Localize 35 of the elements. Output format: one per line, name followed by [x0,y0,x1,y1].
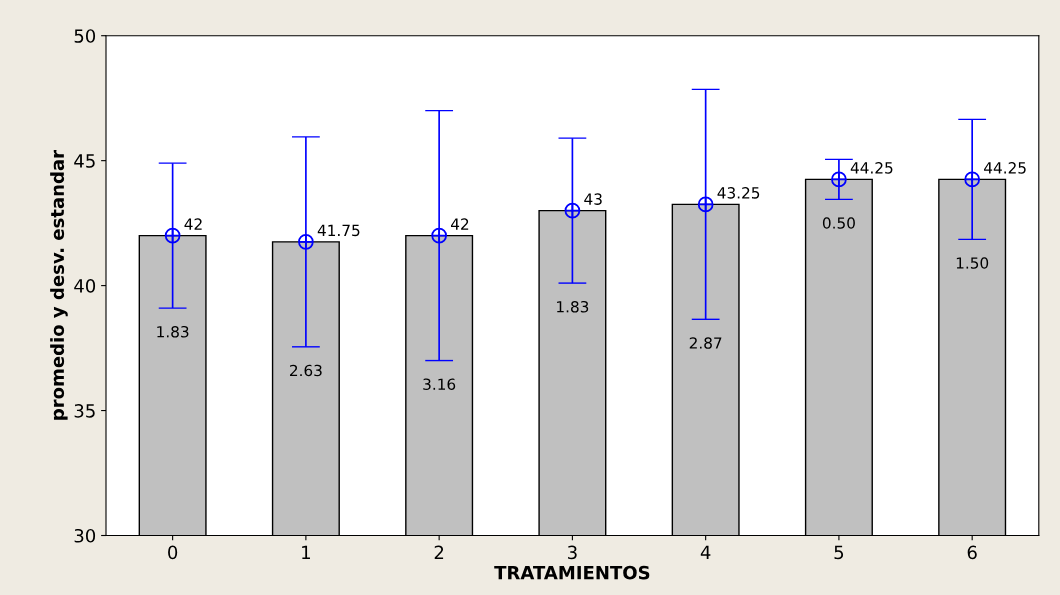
annotation: 2.63 [290,364,322,377]
x-tick-label: 1 [302,545,310,559]
point [298,234,314,250]
data-label: 42 [184,218,202,230]
data-label: 43 [584,193,602,205]
data-label: 44.25 [850,162,893,174]
data-label: 42 [451,218,469,230]
data-label: 44.25 [984,162,1026,174]
data-label: 41.75 [317,224,360,237]
x-tick-label: 3 [568,545,577,560]
y-tick-label: 45 [74,154,95,168]
point [564,202,581,219]
annotation: 1.83 [157,325,189,338]
annotation: 1.50 [956,257,989,269]
annotation: 1.83 [557,300,589,313]
y-axis-title: promedio y desv. estandar [50,150,68,420]
point [431,227,447,244]
point [164,227,181,244]
y-tick-label: 30 [74,528,96,543]
point [964,171,981,188]
annotation: 3.16 [423,378,456,390]
x-tick-label: 5 [834,545,844,560]
annotation: 2.87 [689,337,722,349]
x-tick-label: 0 [168,545,178,560]
x-tick-label: 6 [967,545,977,560]
annotation: 0.50 [822,217,855,229]
point [697,196,714,213]
x-tick-label: 4 [700,545,711,559]
data-label: 43.25 [717,187,760,199]
y-tick-label: 35 [74,404,95,418]
point [831,171,847,188]
y-tick-label: 40 [74,279,96,293]
x-axis-title: TRATAMIENTOS [494,565,650,580]
x-tick-label: 2 [434,545,444,559]
y-tick-label: 50 [74,29,96,43]
